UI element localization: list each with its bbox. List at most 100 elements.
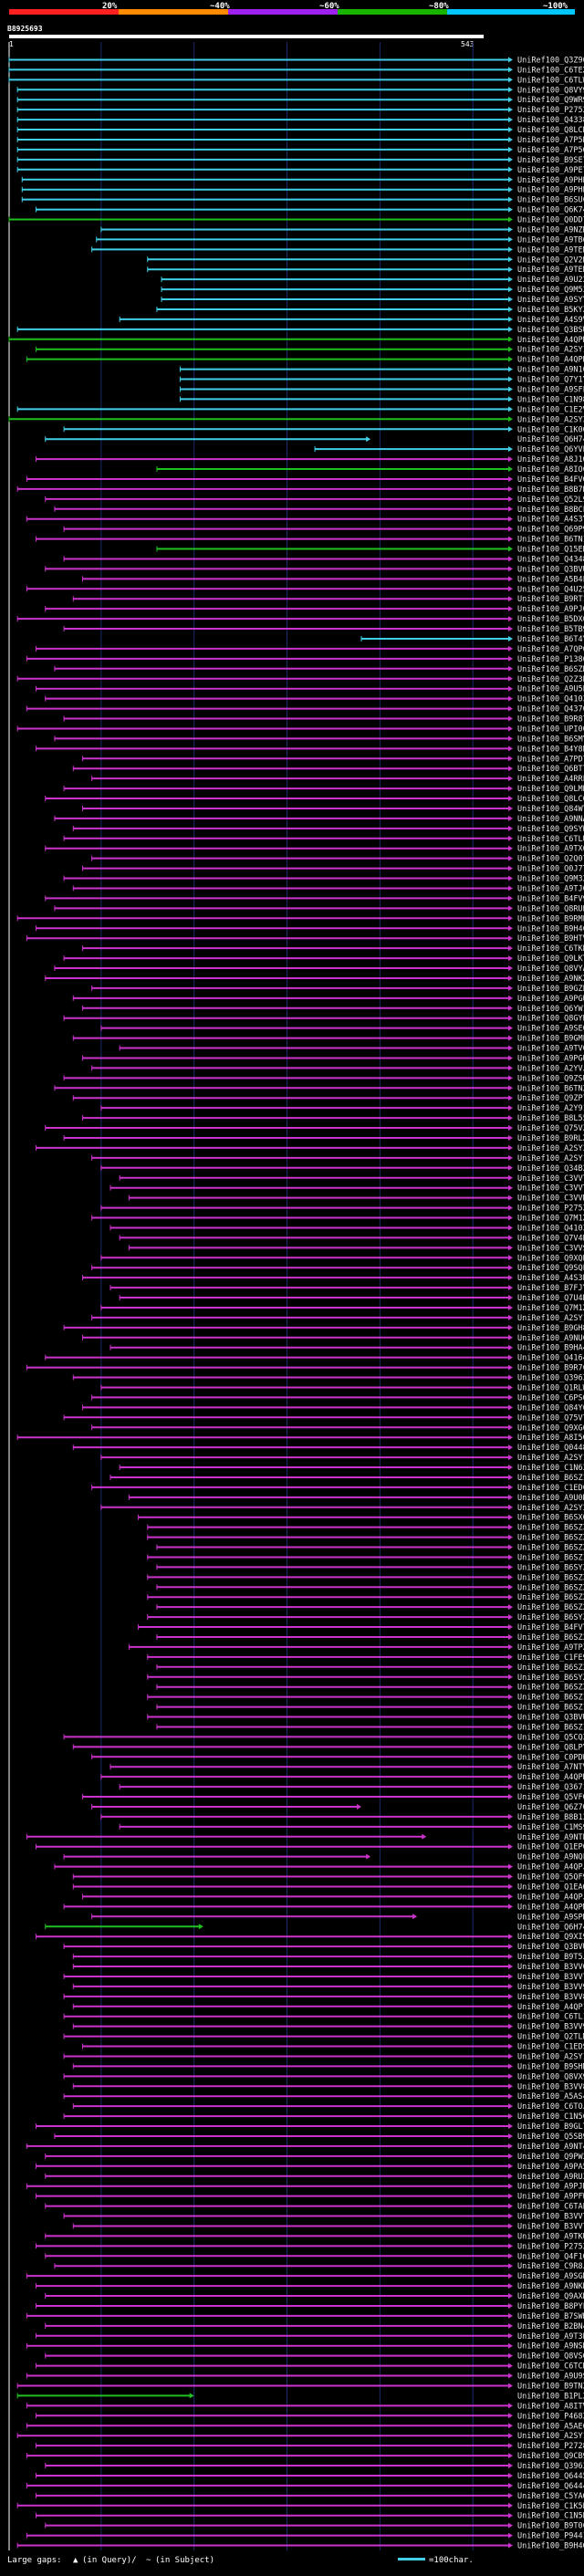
alignment-row[interactable]: UniRef100_Q9XI94	[36, 1933, 584, 1942]
row-label[interactable]: UniRef100_Q6K748	[517, 206, 584, 215]
alignment-row[interactable]: UniRef100_Q2TLM8	[63, 2033, 584, 2042]
row-label[interactable]: UniRef100_Q9XQB0	[517, 1254, 584, 1263]
row-label[interactable]: UniRef100_C1MS91	[517, 1823, 584, 1832]
row-label[interactable]: UniRef100_B9RLX2	[517, 1134, 584, 1143]
alignment-row[interactable]: UniRef100_B8BCF0	[54, 506, 584, 515]
alignment-row[interactable]: UniRef100_Q9SYW8	[72, 825, 584, 834]
alignment-row[interactable]: UniRef100_A9PJQ2	[45, 605, 584, 614]
row-label[interactable]: UniRef100_C3VVT1	[517, 1184, 584, 1194]
alignment-row[interactable]: UniRef100_C6TCR6	[36, 2362, 584, 2372]
alignment-row[interactable]: UniRef100_A9NTB5	[26, 1833, 584, 1842]
alignment-row[interactable]: UniRef100_A9SFL9	[179, 385, 584, 394]
row-label[interactable]: UniRef100_B8L559	[517, 1114, 584, 1123]
alignment-row[interactable]: UniRef100_Q3BSU5	[16, 326, 584, 335]
row-label[interactable]: UniRef100_A9NZR0	[517, 225, 584, 235]
row-label[interactable]: UniRef100_C1N5BK	[517, 2512, 584, 2521]
row-label[interactable]: UniRef100_Q5VFQ5	[517, 1793, 584, 1802]
alignment-row[interactable]: UniRef100_Q9M320	[63, 875, 584, 884]
alignment-row[interactable]: UniRef100_C1FE94	[147, 1653, 584, 1663]
row-label[interactable]: UniRef100_P27521	[517, 1205, 584, 1214]
alignment-row[interactable]: UniRef100_Q7M1X9	[91, 1215, 584, 1224]
row-label[interactable]: UniRef100_B3VV93	[517, 2023, 584, 2032]
row-label[interactable]: UniRef100_C6TLW5	[517, 76, 584, 85]
row-label[interactable]: UniRef100_A4QPJ8	[517, 1863, 584, 1872]
alignment-row[interactable]: UniRef100_B6SZ26	[156, 1583, 584, 1592]
alignment-row[interactable]: UniRef100_A9NUC5	[81, 1334, 584, 1343]
row-label[interactable]: UniRef100_B6SZ35	[517, 1633, 584, 1643]
row-label[interactable]: UniRef100_B9T5J6	[517, 1953, 584, 1962]
alignment-row[interactable]: UniRef100_B6SZ30	[156, 1684, 584, 1693]
row-label[interactable]: UniRef100_A9TV02	[517, 1045, 584, 1054]
row-label[interactable]: UniRef100_A4RRF4	[517, 775, 584, 784]
alignment-row[interactable]: UniRef100_B6SZ17	[147, 1553, 584, 1562]
alignment-row[interactable]: UniRef100_A4QPN1	[8, 336, 584, 345]
alignment-row[interactable]: UniRef100_A2SY13	[91, 1154, 584, 1163]
row-label[interactable]: UniRef100_Q9LKT7	[517, 954, 584, 964]
row-label[interactable]: UniRef100_A9SYY7	[517, 296, 584, 305]
alignment-row[interactable]: UniRef100_Q75V74	[63, 1413, 584, 1423]
row-label[interactable]: UniRef100_B6TN19	[517, 536, 584, 545]
alignment-row[interactable]: UniRef100_B5DX67	[16, 615, 584, 624]
alignment-row[interactable]: UniRef100_B3VV74	[63, 1973, 584, 1982]
row-label[interactable]: UniRef100_A7PD75	[517, 755, 584, 764]
alignment-row[interactable]: UniRef100_A9NZR0	[100, 225, 584, 235]
alignment-row[interactable]: UniRef100_Q75VZ0	[45, 1124, 584, 1133]
alignment-row[interactable]: UniRef100_A4QPM9	[63, 1903, 584, 1912]
row-label[interactable]: UniRef100_A7P5Q5	[517, 146, 584, 155]
row-label[interactable]: UniRef100_A9PHB5	[517, 176, 584, 185]
alignment-row[interactable]: UniRef100_A9SE08	[100, 1025, 584, 1034]
alignment-row[interactable]: UniRef100_B9T5J6	[72, 1953, 584, 1962]
alignment-row[interactable]: UniRef100_Q8LC04	[45, 795, 584, 804]
alignment-row[interactable]: UniRef100_B6SZ23	[156, 1544, 584, 1553]
alignment-row[interactable]: UniRef100_Q34B28	[100, 1164, 584, 1173]
alignment-row[interactable]: UniRef100_A9TJ06	[72, 884, 584, 893]
alignment-row[interactable]: UniRef100_A4QPJ9	[81, 1893, 584, 1902]
row-label[interactable]: UniRef100_B9GZP7	[517, 985, 584, 994]
alignment-row[interactable]: UniRef100_C6TEX2	[8, 66, 584, 75]
alignment-row[interactable]: UniRef100_B3VV93	[72, 2023, 584, 2032]
alignment-row[interactable]: UniRef100_A7P5Q5	[16, 146, 584, 155]
alignment-row[interactable]: UniRef100_B6TN28	[54, 1084, 584, 1093]
alignment-row[interactable]: UniRef100_B4FV94	[45, 894, 584, 903]
row-label[interactable]: UniRef100_B6SZ20	[517, 1603, 584, 1612]
row-label[interactable]: UniRef100_A9TJ06	[517, 884, 584, 893]
row-label[interactable]: UniRef100_A9U5E4	[517, 685, 584, 694]
row-label[interactable]: UniRef100_B3VV80	[517, 2082, 584, 2091]
row-label[interactable]: UniRef100_A9PJH7	[517, 2183, 584, 2192]
alignment-row[interactable]: UniRef100_B6SYZ9	[156, 1563, 584, 1572]
row-label[interactable]: UniRef100_C1N986	[517, 395, 584, 404]
alignment-row[interactable]: UniRef100_A7PD75	[81, 755, 584, 764]
alignment-row[interactable]: UniRef100_Q9LMB1	[63, 785, 584, 794]
row-label[interactable]: UniRef100_C1K5B9	[517, 2502, 584, 2511]
row-label[interactable]: UniRef100_P94416	[517, 2532, 584, 2541]
alignment-row[interactable]: UniRef100_B3VV80	[72, 2082, 584, 2091]
row-label[interactable]: UniRef100_A2SY13	[517, 1154, 584, 1163]
alignment-row[interactable]: UniRef100_Q36718	[119, 1783, 584, 1792]
row-label[interactable]: UniRef100_A9NKR0	[517, 2282, 584, 2291]
row-label[interactable]: UniRef100_C3VVR9	[517, 1194, 584, 1204]
alignment-row[interactable]: UniRef100_A9NKX1	[45, 975, 584, 984]
row-label[interactable]: UniRef100_C6TL11	[517, 2013, 584, 2022]
alignment-row[interactable]: UniRef100_C3VVS6	[128, 1244, 584, 1253]
alignment-row[interactable]: UniRef100_Q8RUB0	[54, 904, 584, 913]
alignment-row[interactable]: UniRef100_Q4F1Q5	[45, 2252, 584, 2261]
alignment-row[interactable]: UniRef100_A2SY15	[16, 2432, 584, 2441]
row-label[interactable]: UniRef100_Q64450	[517, 2472, 584, 2481]
row-label[interactable]: UniRef100_B7FJY9	[517, 1284, 584, 1293]
row-label[interactable]: UniRef100_Q75V74	[517, 1413, 584, 1423]
row-label[interactable]: UniRef100_B9R876	[517, 715, 584, 725]
alignment-row[interactable]: UniRef100_B6SZ16	[156, 1704, 584, 1713]
row-label[interactable]: UniRef100_Q9XI94	[517, 1933, 584, 1942]
row-label[interactable]: UniRef100_A8J1Q3	[517, 455, 584, 464]
alignment-row[interactable]: UniRef100_C6TKB2	[81, 944, 584, 954]
row-label[interactable]: UniRef100_B5KYZ2	[517, 306, 584, 315]
row-label[interactable]: UniRef100_Q7U4R6	[517, 1294, 584, 1303]
alignment-row[interactable]: UniRef100_Q1EP00	[36, 1843, 584, 1852]
alignment-row[interactable]: UniRef100_A2SY38	[8, 415, 584, 424]
alignment-row[interactable]: UniRef100_A9PA56	[36, 2163, 584, 2172]
alignment-row[interactable]: UniRef100_Q8GYB3	[63, 1015, 584, 1024]
row-label[interactable]: UniRef100_B8BCF0	[517, 506, 584, 515]
row-label[interactable]: UniRef100_A9NTB5	[517, 1833, 584, 1842]
row-label[interactable]: UniRef100_Q69P91	[517, 526, 584, 535]
alignment-row[interactable]: UniRef100_Q9CB99	[26, 2452, 584, 2461]
